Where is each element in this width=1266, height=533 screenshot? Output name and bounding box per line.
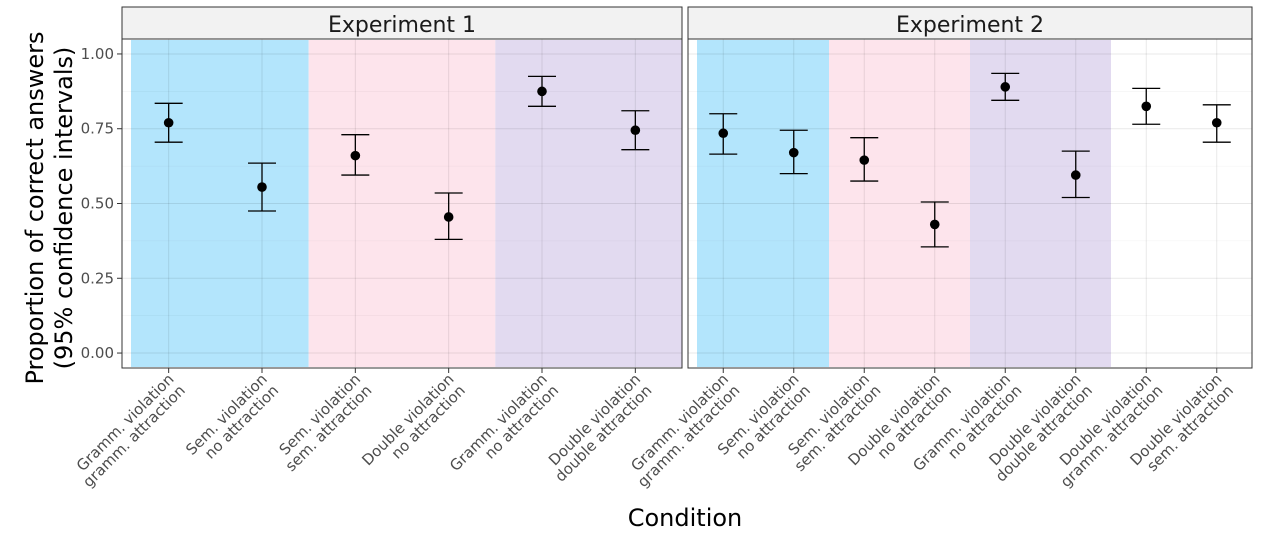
condition-band	[697, 40, 829, 367]
condition-band	[970, 40, 1111, 367]
x-tick-label: Gramm. violationno attraction	[446, 370, 562, 486]
data-point	[443, 212, 454, 222]
data-point	[350, 150, 361, 161]
y-tick-label: 0.50	[81, 195, 114, 213]
data-point	[257, 182, 267, 192]
x-tick-label: Sem. violationno attraction	[182, 370, 282, 470]
data-point	[537, 86, 547, 97]
condition-band	[829, 40, 970, 367]
data-point	[630, 125, 641, 136]
data-point	[163, 117, 174, 128]
x-tick-label: Sem. violationsem. attraction	[270, 370, 375, 475]
panel-title: Experiment 1	[328, 13, 476, 38]
x-tick-label: Gramm. violationgramm. attraction	[68, 370, 189, 491]
condition-band	[308, 40, 496, 367]
panel-strip	[121, 6, 683, 40]
y-tick-label: 1.00	[81, 45, 114, 63]
y-axis: 0.00 0.25 0.50 0.75 1.00	[81, 45, 122, 362]
panel-title: Experiment 2	[896, 13, 1044, 38]
data-point	[1211, 117, 1222, 128]
data-point	[718, 128, 729, 139]
data-point	[1141, 101, 1152, 112]
condition-band	[495, 40, 682, 367]
data-point	[1070, 170, 1081, 180]
panel-strip	[687, 6, 1253, 40]
data-point	[788, 147, 799, 158]
data-point	[859, 155, 870, 165]
panel-1: Experiment 1 Gramm. violationgramm. attra…	[68, 6, 683, 491]
y-tick-label: 0.00	[81, 344, 114, 362]
data-point	[929, 219, 940, 230]
y-axis-title-line1: Proportion of correct answers	[21, 31, 49, 384]
y-tick-label: 0.75	[81, 120, 114, 138]
y-axis-title-line2: (95% confidence intervals)	[50, 47, 78, 370]
condition-band	[131, 40, 309, 367]
x-axis-title: Condition	[628, 504, 743, 532]
data-point	[1000, 82, 1011, 92]
y-tick-label: 0.25	[81, 269, 114, 287]
panel-border	[687, 38, 1253, 369]
